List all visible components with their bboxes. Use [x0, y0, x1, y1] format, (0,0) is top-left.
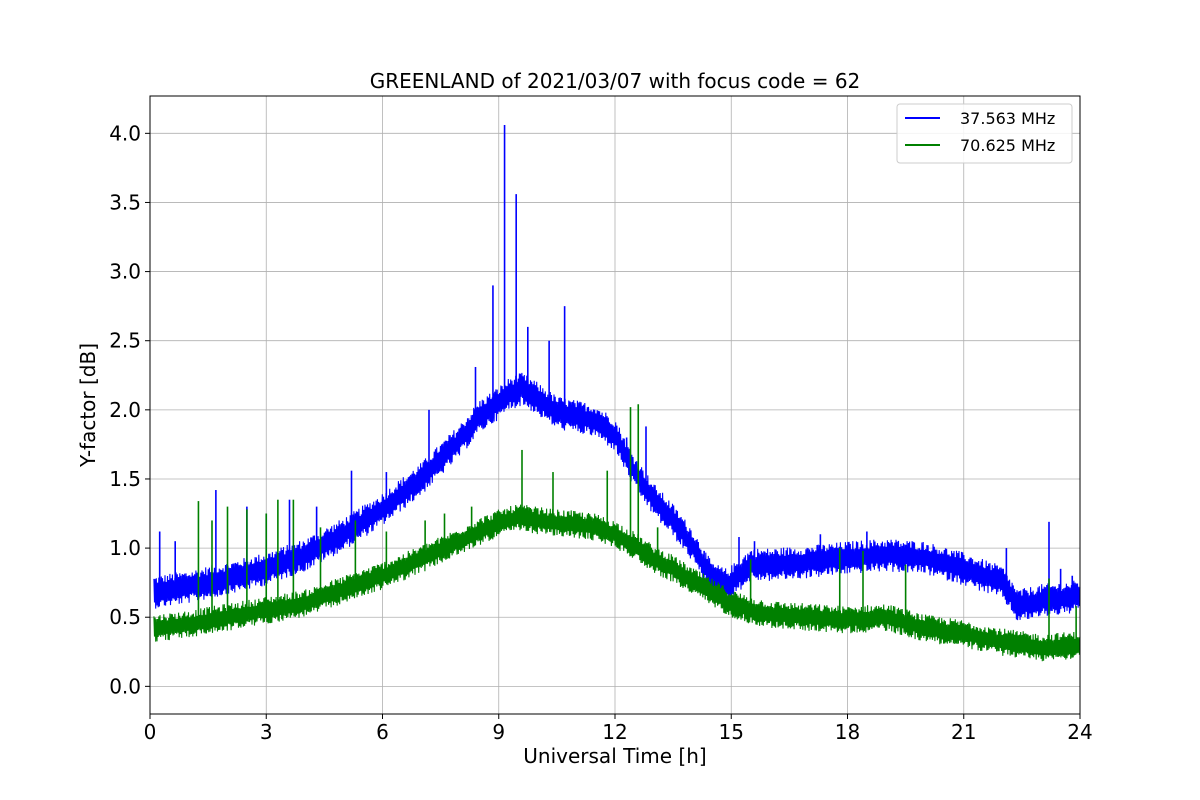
- x-tick-label: 9: [492, 720, 505, 744]
- y-tick-label: 2.5: [109, 329, 141, 353]
- legend-label-series-2: 70.625 MHz: [960, 136, 1055, 155]
- x-tick-label: 18: [835, 720, 860, 744]
- y-tick-label: 3.5: [109, 190, 141, 214]
- y-tick-label: 4.0: [109, 121, 141, 145]
- legend: 37.563 MHz 70.625 MHz: [896, 103, 1073, 164]
- y-tick-label: 0.5: [109, 605, 141, 629]
- x-tick-label: 24: [1067, 720, 1092, 744]
- x-tick-label: 12: [602, 720, 627, 744]
- y-tick-label: 1.0: [109, 536, 141, 560]
- legend-label-series-1: 37.563 MHz: [960, 109, 1055, 128]
- series-lines: [153, 125, 1081, 662]
- y-tick-label: 3.0: [109, 260, 141, 284]
- grid: [149, 96, 1081, 714]
- chart-title: GREENLAND of 2021/03/07 with focus code …: [370, 69, 861, 93]
- series-2: [153, 404, 1081, 662]
- x-axis: 0 3 6 9 12 15 18 21 24: [144, 714, 1093, 744]
- x-tick-label: 21: [951, 720, 976, 744]
- x-tick-label: 3: [260, 720, 273, 744]
- y-axis: 0.0 0.5 1.0 1.5 2.0 2.5 3.0 3.5 4.0: [109, 121, 150, 698]
- legend-frame: [896, 103, 1073, 164]
- x-tick-label: 6: [376, 720, 389, 744]
- y-tick-label: 2.0: [109, 398, 141, 422]
- y-axis-label: Y-factor [dB]: [76, 343, 100, 468]
- x-tick-label: 0: [144, 720, 157, 744]
- x-axis-label: Universal Time [h]: [523, 744, 706, 768]
- x-tick-label: 15: [719, 720, 744, 744]
- series-line-2: [153, 504, 1081, 662]
- series-line-1: [153, 372, 1081, 621]
- y-tick-label: 1.5: [109, 467, 141, 491]
- y-tick-label: 0.0: [109, 674, 141, 698]
